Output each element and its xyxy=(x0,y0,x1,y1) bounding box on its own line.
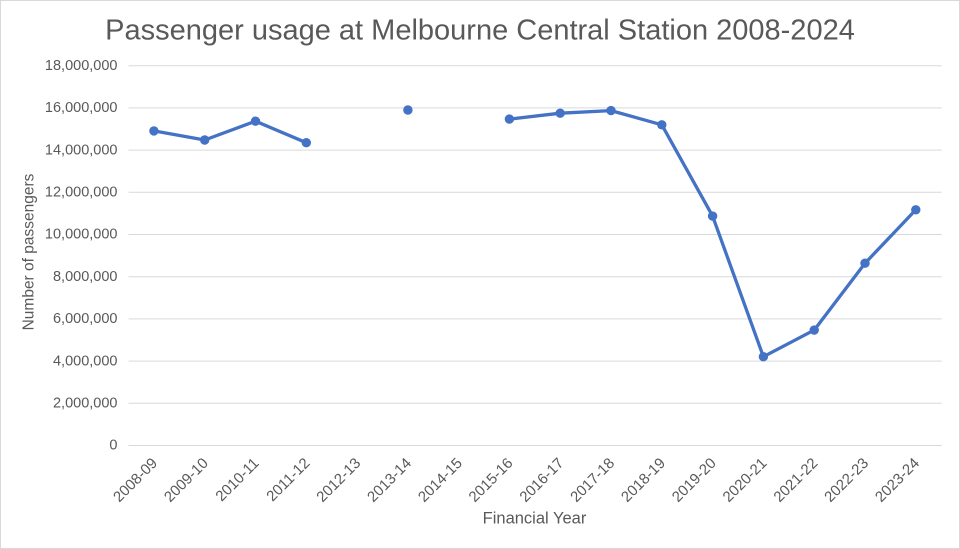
svg-text:Number of passengers: Number of passengers xyxy=(21,173,38,330)
svg-text:Financial Year: Financial Year xyxy=(483,509,587,527)
svg-text:16,000,000: 16,000,000 xyxy=(45,100,118,116)
svg-text:4,000,000: 4,000,000 xyxy=(53,353,118,369)
svg-text:18,000,000: 18,000,000 xyxy=(45,58,118,74)
svg-text:8,000,000: 8,000,000 xyxy=(53,269,118,285)
svg-text:6,000,000: 6,000,000 xyxy=(53,311,118,327)
svg-text:2,000,000: 2,000,000 xyxy=(53,396,118,412)
svg-text:0: 0 xyxy=(109,438,117,454)
svg-text:Passenger usage at Melbourne C: Passenger usage at Melbourne Central Sta… xyxy=(105,15,855,47)
svg-text:12,000,000: 12,000,000 xyxy=(45,185,118,201)
svg-text:14,000,000: 14,000,000 xyxy=(45,142,118,158)
svg-text:10,000,000: 10,000,000 xyxy=(45,227,118,243)
